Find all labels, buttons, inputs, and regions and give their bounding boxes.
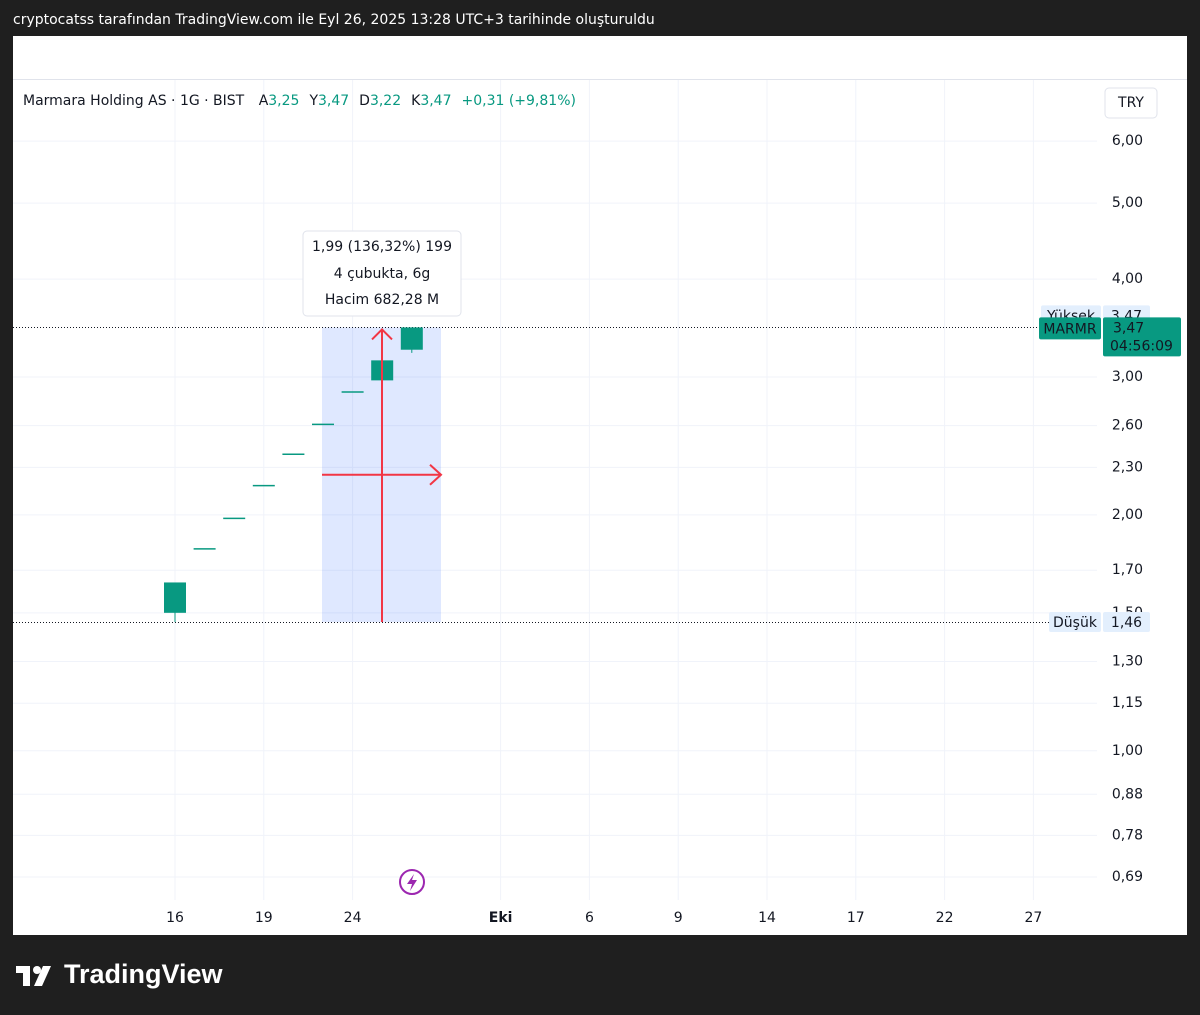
- y-tick-label: 5,00: [1112, 195, 1143, 211]
- low-name-box: [1049, 612, 1101, 633]
- low-name: Düşük: [1053, 615, 1098, 631]
- x-tick-label: 27: [1024, 910, 1042, 926]
- legend-value: 3,25: [268, 93, 299, 109]
- y-tick-label: 2,30: [1112, 459, 1143, 475]
- grid: [13, 80, 1097, 900]
- low-value: 1,46: [1111, 615, 1142, 631]
- x-tick-label: 9: [674, 910, 683, 926]
- legend-change: +0,31 (+9,81%): [461, 93, 575, 109]
- tooltip-box: [302, 230, 462, 317]
- legend-key: A: [259, 93, 269, 109]
- y-tick-label: 1,70: [1112, 562, 1143, 578]
- x-tick-label: 17: [847, 910, 865, 926]
- event-icon[interactable]: [399, 869, 425, 895]
- candle-body: [164, 582, 186, 613]
- last-price: 3,47: [1113, 320, 1144, 336]
- symbol: Marmara Holding AS · 1G · BIST: [23, 93, 245, 109]
- y-tick-label: 3,00: [1112, 369, 1143, 385]
- currency[interactable]: TRY: [1117, 95, 1144, 111]
- x-tick-label: 14: [758, 910, 776, 926]
- legend-key: K: [411, 93, 421, 109]
- tooltip-line: 4 çubukta, 6g: [334, 266, 431, 282]
- legend-value: 3,47: [420, 93, 451, 109]
- plot: [13, 327, 1097, 623]
- tooltip-line: 1,99 (136,32%) 199: [312, 239, 452, 255]
- currency-button[interactable]: [1104, 87, 1158, 119]
- logo-shape: [34, 966, 51, 986]
- y-tick-label: 1,30: [1112, 654, 1143, 670]
- countdown: 04:56:09: [1110, 338, 1173, 354]
- y-tick-label: 2,60: [1112, 418, 1143, 434]
- x-tick-label: 16: [166, 910, 184, 926]
- x-tick-label: Eki: [489, 910, 513, 926]
- legend-key: Y: [308, 93, 318, 109]
- brand-logo: TradingView: [16, 959, 224, 989]
- legend-value: 3,47: [318, 93, 349, 109]
- tooltip-line: Hacim 682,28 M: [325, 292, 439, 308]
- y-tick-label: 0,88: [1112, 786, 1143, 802]
- chart-panel: [13, 36, 1187, 935]
- y-tick-label: 6,00: [1112, 133, 1143, 149]
- y-tick-label: 0,69: [1112, 869, 1143, 885]
- brand-name: TradingView: [64, 959, 224, 989]
- measure-tooltip: 1,99 (136,32%) 199 4 çubukta, 6g Hacim 6…: [302, 230, 462, 317]
- header-text: cryptocatss tarafından TradingView.com i…: [13, 12, 655, 28]
- last-symbol-box: [1039, 317, 1101, 340]
- arrow-head: [371, 328, 393, 341]
- x-tick-label: 24: [344, 910, 362, 926]
- logo-shape: [16, 966, 30, 986]
- event-bolt[interactable]: [407, 874, 417, 891]
- last-symbol: MARMR: [1043, 321, 1096, 337]
- y-tick-label: 1,00: [1112, 743, 1143, 759]
- candle-body: [400, 327, 423, 350]
- legend: Marmara Holding AS · 1G · BIST A3,25 Y3,4…: [23, 93, 576, 109]
- y-tick-label: 4,00: [1112, 271, 1143, 287]
- legend-key: D: [359, 93, 370, 109]
- x-tick-label: 19: [255, 910, 273, 926]
- arrow-head: [429, 463, 443, 486]
- logo-shape: [33, 966, 41, 974]
- legend-value: 3,22: [370, 93, 401, 109]
- last-price-box: [1103, 317, 1181, 357]
- low-value-box: [1103, 612, 1150, 633]
- x-tick-label: 22: [936, 910, 954, 926]
- y-tick-label: 1,15: [1112, 695, 1143, 711]
- y-tick-label: 0,78: [1112, 827, 1143, 843]
- x-tick-label: 6: [585, 910, 594, 926]
- y-tick-label: 2,00: [1112, 507, 1143, 523]
